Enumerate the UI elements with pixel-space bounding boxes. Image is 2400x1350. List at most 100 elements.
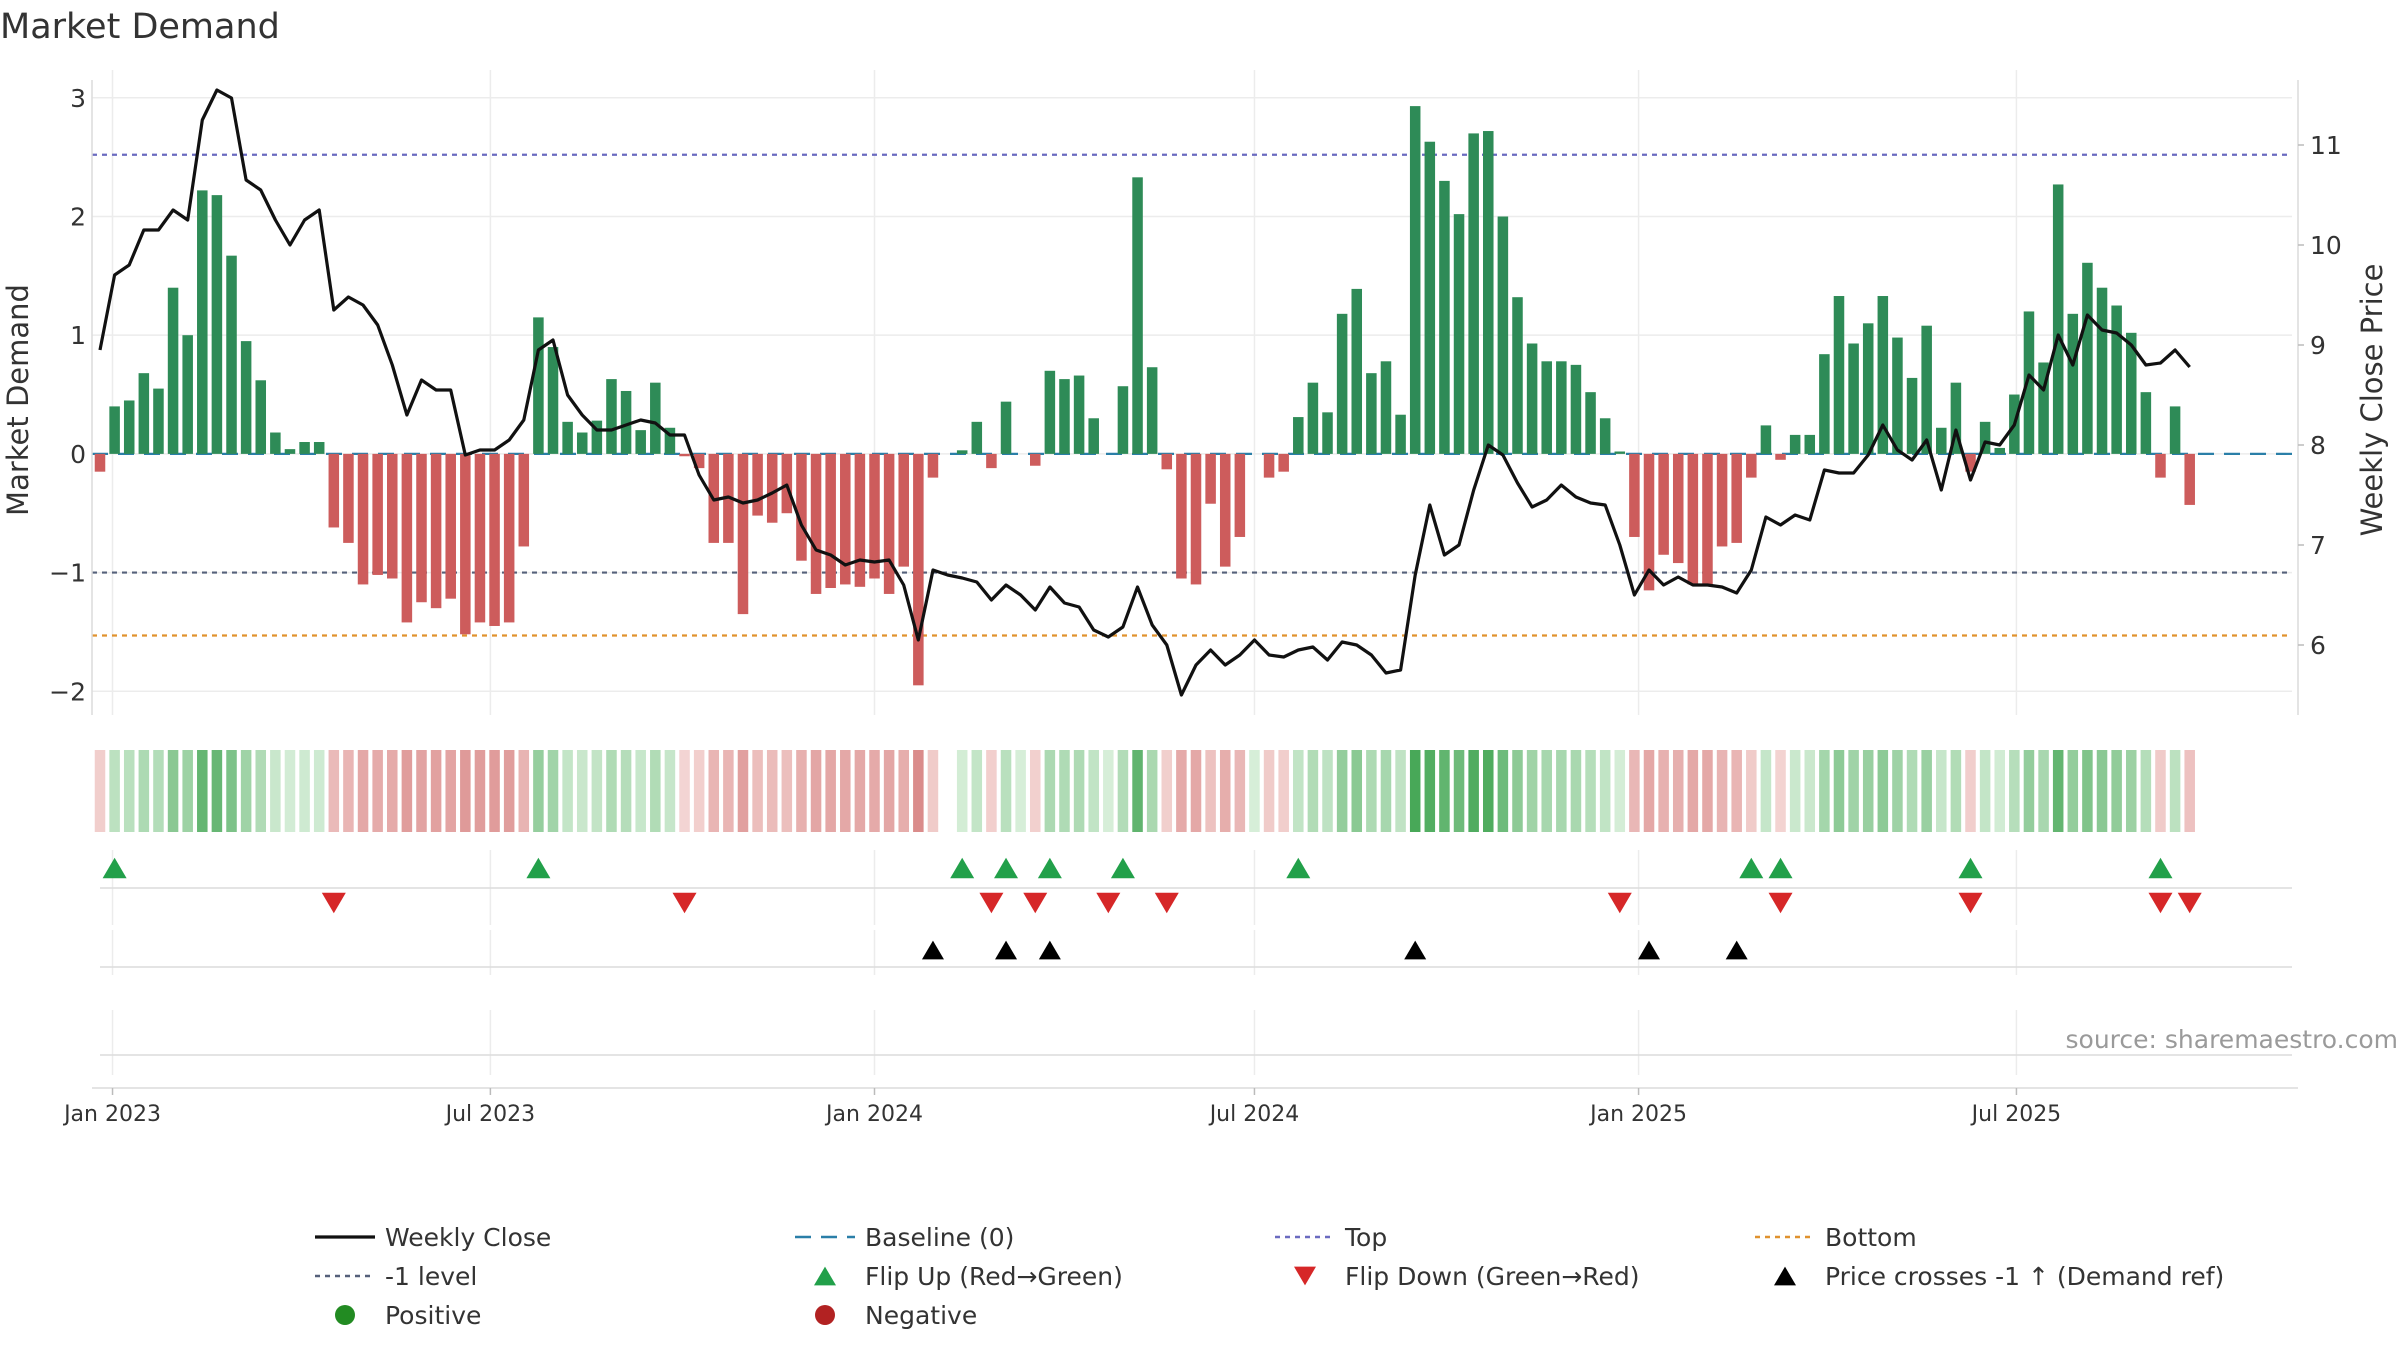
demand-bar-positive (1936, 427, 1947, 454)
heat-strip-cell (1819, 750, 1830, 832)
heat-strip-cell (197, 750, 208, 832)
legend-label: Flip Down (Green→Red) (1345, 1262, 1640, 1291)
y-tick-left: −1 (49, 559, 86, 588)
demand-bar-positive (1409, 106, 1421, 454)
demand-bar-positive (1000, 401, 1012, 454)
heat-strip-cell (1015, 750, 1026, 832)
heat-strip-cell (489, 750, 500, 832)
heat-strip-cell (226, 750, 237, 832)
demand-bar-negative (810, 453, 822, 594)
y-tick-right: 10 (2310, 231, 2342, 260)
heat-strip-cell (1307, 750, 1319, 832)
demand-bar-positive (1380, 361, 1392, 454)
x-tick-label: Jan 2023 (62, 1102, 161, 1127)
heat-strip-cell (693, 750, 705, 832)
legend-label: Top (1344, 1223, 1387, 1252)
heat-strip-cell (781, 750, 793, 832)
demand-bar-negative (401, 453, 413, 623)
heat-strip-cell (1453, 750, 1465, 832)
x-tick-label: Jul 2025 (1970, 1102, 2062, 1127)
demand-bar-negative (1629, 453, 1640, 537)
demand-bar-positive (1570, 364, 1582, 454)
flip-up-marker (994, 857, 1019, 879)
heat-strip-cell (1643, 750, 1655, 832)
legend-item: Weekly Close (315, 1223, 551, 1252)
heat-strip-cell (284, 750, 296, 832)
heat-strip-cell (1190, 750, 1202, 832)
flip-up-marker (1037, 857, 1062, 879)
heat-strip-cell (460, 750, 471, 832)
heat-strip-cell (1979, 750, 1991, 832)
heat-strip-cell (533, 750, 544, 832)
demand-bar-negative (825, 453, 836, 588)
heat-strip-cell (547, 750, 559, 832)
heat-strip-cell (1921, 750, 1932, 832)
heat-strip-cell (123, 750, 135, 832)
legend-label: -1 level (385, 1262, 477, 1291)
legend-item: Flip Down (Green→Red) (1294, 1262, 1640, 1291)
heat-strip-cell (2009, 750, 2020, 832)
demand-bar-negative (357, 453, 369, 585)
demand-bar-negative (693, 453, 705, 469)
y-tick-left: 1 (70, 321, 86, 350)
demand-bar-negative (1029, 453, 1041, 466)
flip-down-marker (1607, 892, 1632, 914)
demand-bar-negative (372, 453, 383, 575)
heat-strip-cell (1658, 750, 1669, 832)
flip-up-marker (1286, 857, 1311, 879)
heat-strip-cell (1117, 750, 1129, 832)
heat-strip-cell (708, 750, 720, 832)
demand-bar-positive (1848, 343, 1859, 454)
heat-strip-cell (2023, 750, 2035, 832)
demand-bar-positive (2052, 184, 2064, 454)
heat-strip-cell (752, 750, 763, 832)
heat-strip-cell (1029, 750, 1041, 832)
flip-down-marker (672, 892, 697, 914)
heat-strip-cell (1146, 750, 1158, 832)
heat-strip-cell (2111, 750, 2122, 832)
y-tick-left: −2 (49, 677, 86, 706)
legend-label: Baseline (0) (865, 1223, 1014, 1252)
heat-strip-cell (1731, 750, 1742, 832)
demand-bar-positive (1512, 297, 1523, 454)
heat-strip-cell (1599, 750, 1611, 832)
heat-strip-cell (1848, 750, 1859, 832)
demand-bar-positive (1073, 375, 1085, 454)
heat-strip-cell (986, 750, 997, 832)
heat-strip-cell (1906, 750, 1918, 832)
demand-bar-negative (898, 453, 909, 567)
heat-strip-cell (2155, 750, 2166, 832)
heat-strip-cell (430, 750, 442, 832)
heat-strip-cell (606, 750, 617, 832)
demand-bar-positive (591, 420, 603, 454)
demand-bar-positive (562, 421, 573, 454)
demand-bar-positive (255, 380, 267, 454)
heat-strip-cell (1672, 750, 1684, 832)
heat-strip-cell (2052, 750, 2064, 832)
y-tick-right: 11 (2310, 131, 2342, 160)
y-tick-right: 8 (2310, 431, 2326, 460)
heat-strip-cell (1059, 750, 1070, 832)
demand-bar-positive (2038, 362, 2049, 454)
demand-bar-negative (796, 453, 807, 561)
demand-bar-negative (913, 453, 924, 686)
flip-down-marker (2177, 892, 2202, 914)
heat-strip-cell (1044, 750, 1056, 832)
heat-strip-cell (1629, 750, 1640, 832)
heat-strip-cell (1556, 750, 1567, 832)
demand-bar-positive (123, 400, 135, 454)
heat-strip-cell (1424, 750, 1436, 832)
demand-bar-positive (1395, 414, 1406, 454)
heat-strip-cell (1088, 750, 1099, 832)
heat-strip-cell (109, 750, 120, 832)
demand-bar-negative (1643, 453, 1655, 591)
demand-bar-positive (1322, 412, 1333, 454)
heat-strip-cell (1833, 750, 1845, 832)
demand-bar-positive (1483, 131, 1494, 454)
demand-bar-positive (167, 287, 179, 454)
heat-strip-cell (138, 750, 150, 832)
heat-strip-cell (1336, 750, 1348, 832)
heat-strip-cell (2038, 750, 2049, 832)
demand-bar-positive (1541, 361, 1552, 454)
heat-strip-cell (2082, 750, 2093, 832)
